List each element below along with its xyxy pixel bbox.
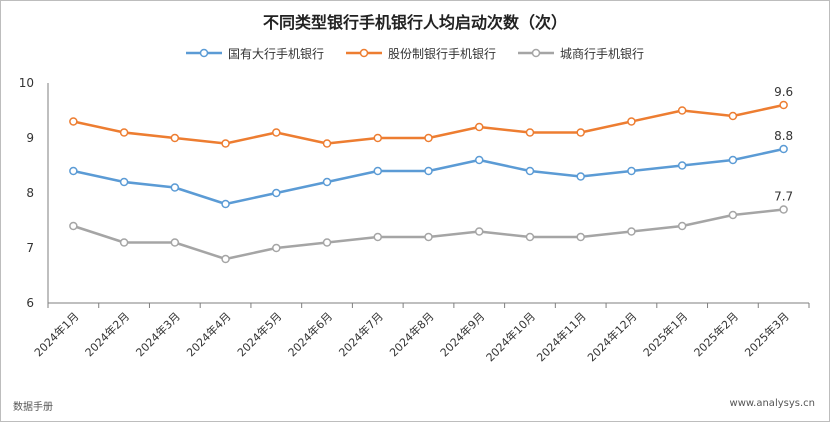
series-2-point-0 <box>69 221 78 231</box>
series-2-point-6 <box>373 232 383 242</box>
series-1-point-0 <box>69 117 78 126</box>
series-2-end-label: 7.7 <box>774 190 793 204</box>
series-0-point-8 <box>474 155 484 165</box>
y-tick-label-4: 10 <box>19 76 34 90</box>
series-1-point-8 <box>474 122 484 132</box>
series-1-point-6 <box>373 133 383 143</box>
legend-label-city-banks: 城商行手机银行 <box>560 46 645 61</box>
x-tick-label-8: 2024年9月 <box>437 309 487 359</box>
series-2-point-14 <box>779 205 788 214</box>
series-2-point-4 <box>272 243 281 253</box>
series-1-end-label: 9.6 <box>774 85 793 99</box>
legend-item-joint-stock-banks: 股份制银行手机银行 <box>345 43 496 63</box>
x-tick-label-1: 2024年2月 <box>82 309 132 359</box>
series-2: 7.7 <box>69 190 793 264</box>
series-2-point-13 <box>728 210 738 220</box>
series-0: 8.8 <box>69 129 793 209</box>
series-0-point-3 <box>221 199 230 209</box>
series-0-point-14 <box>779 144 788 154</box>
series-1-point-13 <box>728 111 738 121</box>
x-tick-label-11: 2024年12月 <box>584 309 639 364</box>
y-tick-label-1: 7 <box>26 241 34 255</box>
series-0-point-10 <box>576 172 585 181</box>
series-0-point-2 <box>170 183 180 192</box>
x-tick-label-6: 2024年7月 <box>336 309 386 359</box>
series-0-point-1 <box>119 177 129 187</box>
x-tick-label-10: 2024年11月 <box>534 309 589 364</box>
source-note: 数据手册 <box>13 402 53 413</box>
series-2-point-2 <box>170 238 180 247</box>
x-tick-label-7: 2024年8月 <box>386 309 436 359</box>
series-0-point-13 <box>728 155 738 165</box>
series-0-point-5 <box>322 177 332 187</box>
series-2-point-3 <box>221 254 230 264</box>
series-0-point-11 <box>627 166 636 176</box>
series-1-point-1 <box>119 128 129 137</box>
series-0-end-label: 8.8 <box>774 129 793 143</box>
x-tick-label-3: 2024年4月 <box>183 309 233 359</box>
series-1-point-4 <box>272 128 281 137</box>
x-tick-label-0: 2024年1月 <box>31 309 81 359</box>
legend-label-joint-stock-banks: 股份制银行手机银行 <box>387 46 496 61</box>
legend-label-state-banks: 国有大行手机银行 <box>227 46 324 61</box>
chart-title: 不同类型银行手机银行人均启动次数（次） <box>262 13 567 32</box>
legend-item-state-banks: 国有大行手机银行 <box>185 43 324 63</box>
y-tick-label-0: 6 <box>26 296 34 310</box>
series-1-point-7 <box>424 133 433 143</box>
series-2-point-8 <box>474 227 484 236</box>
series-2-point-10 <box>576 232 585 242</box>
series-1-point-3 <box>221 139 230 148</box>
series-0-point-7 <box>424 166 433 176</box>
series-2-point-5 <box>322 238 332 247</box>
series-2-point-1 <box>119 238 129 247</box>
x-tick-label-2: 2024年3月 <box>133 309 183 359</box>
series-0-point-0 <box>69 166 78 176</box>
series-1-point-10 <box>576 128 585 137</box>
legend-swatch-city-banks <box>518 48 554 58</box>
series-0-point-4 <box>272 188 281 198</box>
series-2-point-9 <box>525 232 535 242</box>
x-tick-label-14: 2025年3月 <box>742 309 792 359</box>
x-tick-label-5: 2024年6月 <box>285 309 335 359</box>
x-tick-label-4: 2024年5月 <box>234 309 284 359</box>
legend: 国有大行手机银行 股份制银行手机银行 城商行手机银行 <box>1 43 829 63</box>
series-1-point-11 <box>627 117 636 126</box>
series-1-point-5 <box>322 139 332 148</box>
legend-item-city-banks: 城商行手机银行 <box>518 43 644 63</box>
series-1-point-14 <box>779 100 788 110</box>
series-0-point-9 <box>525 166 535 176</box>
y-tick-label-2: 8 <box>26 186 34 200</box>
website-note: www.analysys.cn <box>729 398 815 409</box>
series-2-point-11 <box>627 227 636 236</box>
series-1: 9.6 <box>69 85 793 148</box>
x-tick-label-12: 2025年1月 <box>640 309 690 359</box>
series-1-point-9 <box>525 128 535 137</box>
x-tick-label-9: 2024年10月 <box>483 309 538 364</box>
series-0-point-12 <box>677 161 687 170</box>
series-2-point-7 <box>424 232 433 242</box>
legend-swatch-state-banks <box>185 48 222 58</box>
x-tick-label-13: 2025年2月 <box>691 309 741 359</box>
series-2-point-12 <box>677 221 687 231</box>
series-1-point-2 <box>170 133 180 143</box>
y-tick-label-3: 9 <box>26 131 34 145</box>
series-0-point-6 <box>373 166 383 176</box>
legend-swatch-joint-stock-banks <box>345 48 382 58</box>
series-1-point-12 <box>677 106 687 115</box>
series-line-0 <box>73 147 784 206</box>
